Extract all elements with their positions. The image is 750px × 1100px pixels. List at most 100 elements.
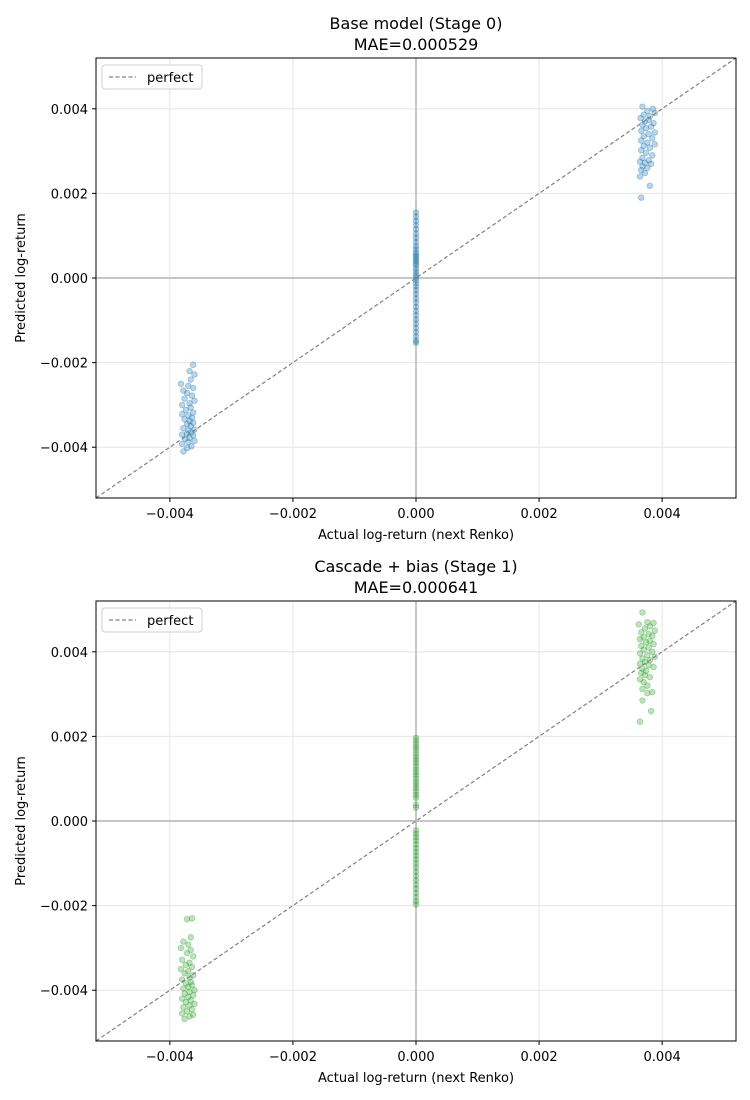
data-point <box>412 255 420 263</box>
data-point <box>178 956 186 963</box>
data-point <box>649 648 656 655</box>
data-point <box>186 1013 193 1020</box>
data-point <box>650 663 657 671</box>
data-point <box>636 718 644 725</box>
data-point <box>180 985 187 992</box>
data-point <box>646 623 654 630</box>
data-point <box>412 213 420 220</box>
data-point <box>640 142 647 150</box>
data-point <box>638 194 645 201</box>
x-tick-label: −0.002 <box>269 1050 317 1065</box>
legend: perfect <box>101 607 203 633</box>
data-point <box>412 860 420 867</box>
data-point <box>412 893 420 901</box>
data-point <box>183 949 191 957</box>
data-point <box>644 139 651 146</box>
data-point <box>644 107 651 115</box>
data-point <box>412 856 420 863</box>
x-tick-label: 0.002 <box>520 1050 557 1065</box>
data-point <box>412 734 420 741</box>
data-point <box>412 221 420 229</box>
data-point <box>644 682 651 689</box>
data-point <box>645 662 652 669</box>
data-point <box>640 634 647 641</box>
data-point <box>646 673 654 681</box>
data-point <box>412 328 420 336</box>
data-point <box>181 970 188 977</box>
data-point <box>412 217 420 225</box>
data-point <box>412 307 420 315</box>
legend-label: perfect <box>147 614 193 629</box>
data-point <box>180 424 187 432</box>
y-tick-label: 0.004 <box>51 103 88 118</box>
data-point <box>639 697 646 704</box>
data-point <box>649 135 656 142</box>
data-point <box>181 990 188 997</box>
x-axis-label: Actual log-return (next Renko) <box>318 1071 514 1086</box>
data-point <box>649 152 656 159</box>
chart-subtitle: MAE=0.000641 <box>354 578 479 597</box>
data-point <box>412 769 420 776</box>
data-point <box>636 173 644 180</box>
data-point <box>641 169 649 177</box>
data-point <box>188 1006 196 1013</box>
data-point <box>187 978 194 985</box>
data-point <box>183 444 191 452</box>
data-point <box>185 412 192 419</box>
data-point <box>639 685 646 693</box>
data-point <box>641 118 649 125</box>
data-point <box>182 961 190 969</box>
data-point <box>412 333 420 340</box>
y-axis-label: Predicted log-return <box>14 213 29 342</box>
data-point <box>639 665 646 672</box>
data-point <box>412 750 420 757</box>
data-point <box>186 367 193 375</box>
data-point <box>636 158 644 165</box>
data-point <box>186 1002 193 1009</box>
plot-stage-0: Base model (Stage 0) MAE=0.000529 −0.004 −0… <box>14 14 737 543</box>
data-point <box>412 772 420 779</box>
y-tick-label: −0.004 <box>40 984 88 999</box>
data-point <box>412 901 420 908</box>
data-point <box>191 1000 198 1007</box>
data-point <box>412 781 420 789</box>
data-point <box>645 157 652 164</box>
data-point <box>412 841 420 848</box>
data-point <box>649 688 656 696</box>
data-point <box>412 756 420 763</box>
data-point <box>181 416 188 423</box>
data-point <box>640 111 647 118</box>
data-point <box>180 387 187 394</box>
data-point <box>645 644 652 651</box>
data-point <box>636 676 644 683</box>
data-point <box>412 743 420 751</box>
data-point <box>187 404 194 411</box>
data-point <box>412 251 420 258</box>
data-point <box>412 238 420 246</box>
data-point <box>636 635 644 643</box>
data-point <box>412 753 420 760</box>
data-point <box>186 400 193 407</box>
data-point <box>412 833 420 841</box>
data-point <box>412 766 420 773</box>
data-point <box>412 784 420 792</box>
perfect-line <box>96 58 736 498</box>
perfect-line <box>96 601 736 1041</box>
data-point <box>639 655 646 662</box>
x-axis-label: Actual log-return (next Renko) <box>318 528 514 543</box>
data-point <box>646 637 654 644</box>
data-point <box>637 114 644 122</box>
data-point <box>412 794 420 801</box>
data-point <box>182 998 190 1006</box>
legend-box <box>101 607 203 633</box>
data-point <box>187 934 194 941</box>
data-point <box>412 759 420 766</box>
data-point <box>180 1003 187 1011</box>
data-point <box>638 166 645 174</box>
data-point <box>646 182 654 189</box>
data-point <box>183 915 191 923</box>
data-point <box>191 437 198 445</box>
data-point <box>412 864 420 871</box>
data-point <box>642 667 650 675</box>
data-point <box>642 639 650 646</box>
